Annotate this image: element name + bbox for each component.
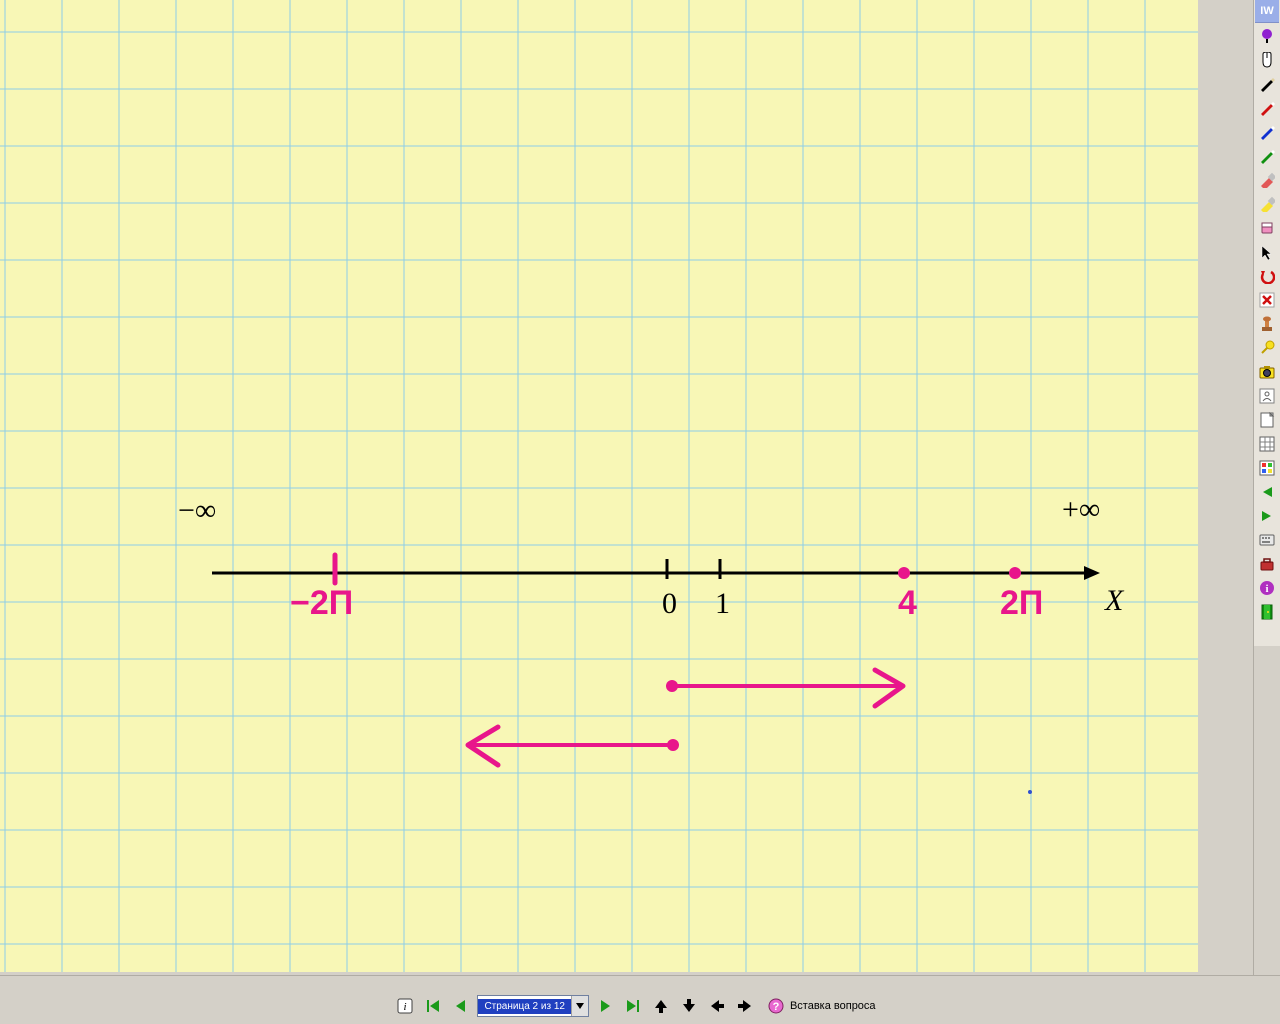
bottom-toolbar: i Страница 2 из 12 — [0, 975, 1280, 1024]
pen-red-tool[interactable] — [1256, 97, 1278, 119]
hl-yellow-icon — [1259, 196, 1275, 212]
briefcase-icon — [1259, 556, 1275, 572]
svg-text:4: 4 — [898, 584, 917, 622]
svg-text:i: i — [1265, 583, 1268, 595]
nav-up-button[interactable] — [649, 994, 673, 1018]
close-x-tool[interactable] — [1256, 289, 1278, 311]
blank-page-icon — [1259, 412, 1275, 428]
door-icon — [1259, 604, 1275, 620]
right-filler — [1253, 646, 1280, 976]
info-tool[interactable]: i — [1256, 577, 1278, 599]
camera-icon — [1259, 364, 1275, 380]
pen-black-icon — [1259, 76, 1275, 92]
stamp-icon — [1259, 316, 1275, 332]
arrow-left-green[interactable] — [1256, 481, 1278, 503]
insert-question-button[interactable]: ? Вставка вопроса — [761, 994, 887, 1018]
nav-next-button[interactable] — [593, 994, 617, 1018]
svg-text:1: 1 — [715, 587, 730, 620]
info-button[interactable]: i — [393, 994, 417, 1018]
pointer-tool[interactable] — [1256, 241, 1278, 263]
mouse-tool[interactable] — [1256, 49, 1278, 71]
draw-person-icon — [1259, 388, 1275, 404]
draw-tool[interactable] — [1256, 385, 1278, 407]
highlighter-red-tool[interactable] — [1256, 169, 1278, 191]
svg-text:−∞: −∞ — [178, 494, 216, 527]
keyboard-tool[interactable] — [1256, 529, 1278, 551]
pin-tool[interactable] — [1256, 337, 1278, 359]
pen-green-tool[interactable] — [1256, 145, 1278, 167]
circle-tool[interactable] — [1256, 25, 1278, 47]
right-toolbar: IW i — [1253, 0, 1280, 646]
svg-text:2П: 2П — [1000, 584, 1043, 622]
page-dropdown[interactable]: Страница 2 из 12 — [477, 995, 589, 1017]
exit-tool[interactable] — [1256, 601, 1278, 623]
highlighter-yellow-tool[interactable] — [1256, 193, 1278, 215]
dropdown-caret-icon — [571, 996, 588, 1016]
nav-last-button[interactable] — [621, 994, 645, 1018]
page-dropdown-label: Страница 2 из 12 — [478, 999, 571, 1014]
pen-blue-icon — [1259, 124, 1275, 140]
pen-red-icon — [1259, 100, 1275, 116]
svg-text:0: 0 — [662, 587, 677, 620]
pen-blue-tool[interactable] — [1256, 121, 1278, 143]
eraser-tool[interactable] — [1256, 217, 1278, 239]
question-icon: ? — [768, 998, 784, 1014]
green-left-icon — [1259, 484, 1275, 500]
whiteboard-canvas[interactable]: 0 1 X −∞ +∞ −2П 4 2П — [0, 0, 1198, 972]
arrow-right-green[interactable] — [1256, 505, 1278, 527]
nav-prev-button[interactable] — [449, 994, 473, 1018]
pen-black-tool[interactable] — [1256, 73, 1278, 95]
nav-left-button[interactable] — [705, 994, 729, 1018]
arrow-cursor-icon — [1259, 244, 1275, 260]
close-red-icon — [1259, 292, 1275, 308]
grid-icon — [1259, 436, 1275, 452]
circle-purple-icon — [1259, 28, 1275, 44]
pin-yellow-icon — [1259, 340, 1275, 356]
pen-green-icon — [1259, 148, 1275, 164]
green-right-icon — [1259, 508, 1275, 524]
insert-question-label: Вставка вопроса — [790, 1000, 876, 1012]
camera-tool[interactable] — [1256, 361, 1278, 383]
color-box-icon — [1259, 460, 1275, 476]
mouse-icon — [1259, 52, 1275, 68]
svg-text:i: i — [404, 1001, 407, 1013]
svg-text:X: X — [1104, 584, 1125, 617]
nav-first-button[interactable] — [421, 994, 445, 1018]
svg-text:+∞: +∞ — [1062, 493, 1100, 526]
eraser-icon — [1259, 220, 1275, 236]
undo-icon — [1259, 268, 1275, 284]
info-circle-icon: i — [1259, 580, 1275, 596]
briefcase-tool[interactable] — [1256, 553, 1278, 575]
svg-text:−2П: −2П — [290, 584, 353, 622]
new-page-tool[interactable] — [1256, 409, 1278, 431]
nav-down-button[interactable] — [677, 994, 701, 1018]
undo-tool[interactable] — [1256, 265, 1278, 287]
hl-red-icon — [1259, 172, 1275, 188]
color-tool[interactable] — [1256, 457, 1278, 479]
grid-tool[interactable] — [1256, 433, 1278, 455]
svg-text:?: ? — [773, 1001, 780, 1013]
keyboard-icon — [1259, 532, 1275, 548]
nav-right-button[interactable] — [733, 994, 757, 1018]
toolbar-header: IW — [1255, 0, 1279, 23]
stamp-tool[interactable] — [1256, 313, 1278, 335]
